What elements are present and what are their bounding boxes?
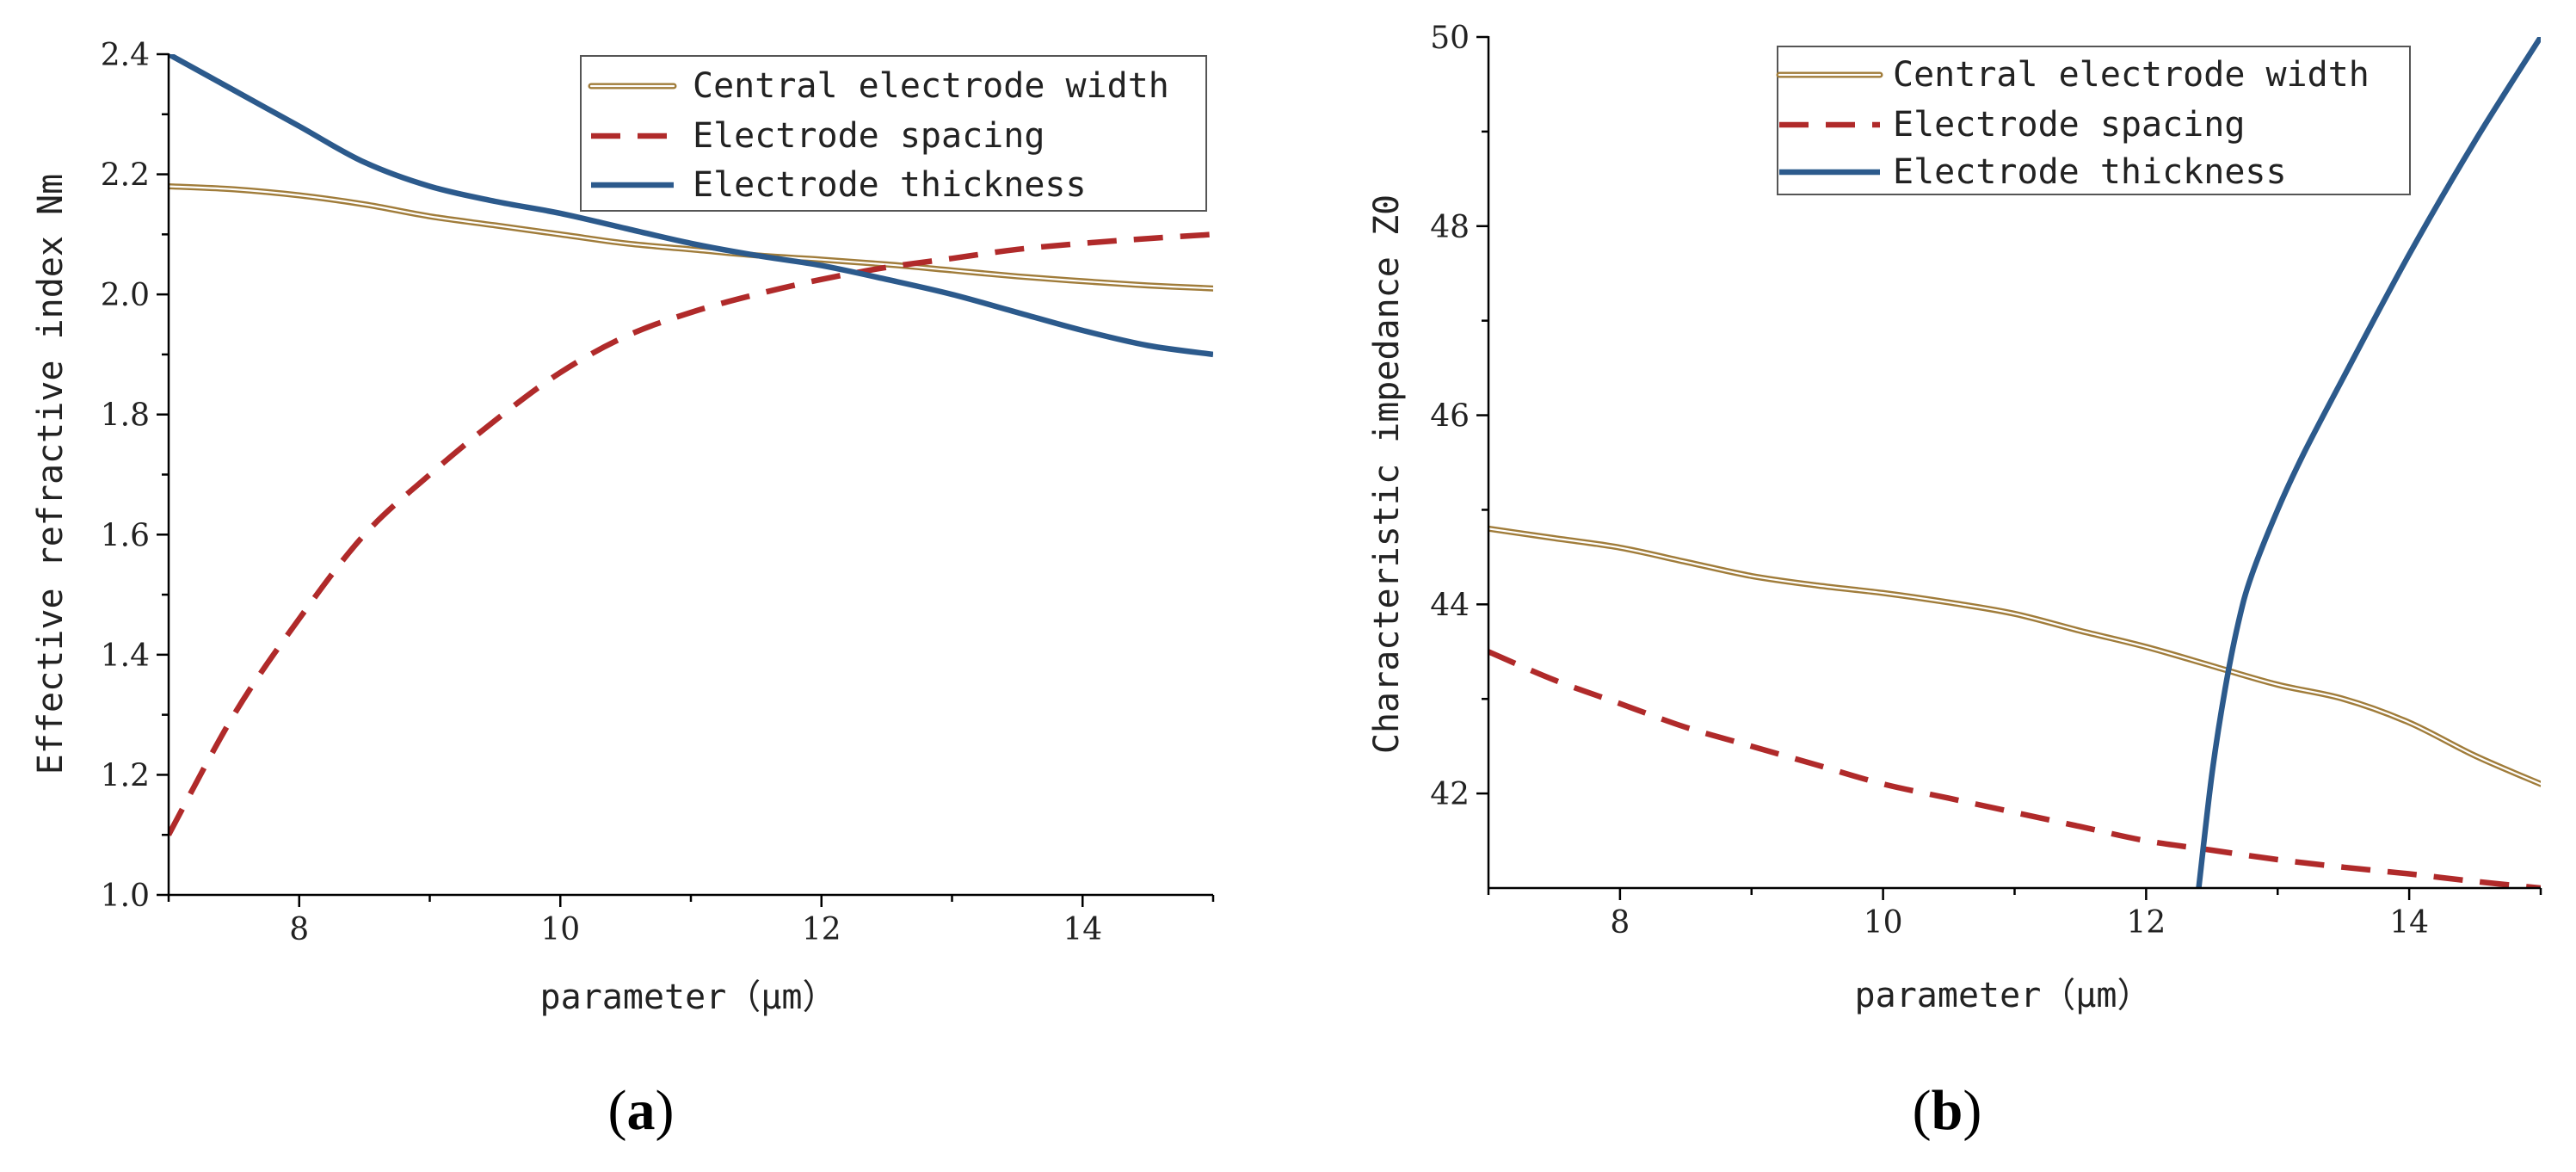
panel-a-series-group [169,54,1213,836]
panel-a-x-tick-label: 14 [1063,912,1102,947]
panel-a-legend-label-1: Central electrode width [693,66,1169,106]
panel-b-x-tick-label: 10 [1864,905,1903,941]
chart-panel-b: 8 10 12 14 42 44 46 48 50 parameter（μm） Characteri… [1367,21,2542,1142]
panel-a-y-axis-label: Effective refractive index Nm [31,174,71,774]
panel-a-y-tick-label: 1.2 [101,758,150,793]
panel-b-series-1-line [1488,525,2541,787]
panel-a-legend-label-3: Electrode thickness [693,165,1087,205]
panel-a-x-tick-label: 12 [802,912,841,947]
panel-b-series-2-line [1488,649,2541,888]
panel-a-series-3-line [169,54,1213,358]
panel-b-y-tick-label: 46 [1430,399,1470,435]
panel-b-legend-label-1: Central electrode width [1893,55,2370,95]
panel-a-series-2-line [169,231,1213,836]
panel-a-x-tick-label: 10 [540,912,580,947]
panel-b-x-tick-label: 12 [2126,905,2166,941]
panel-b-legend: Central electrode width Electrode spacing… [1776,46,2411,195]
panel-a-y-tick-label: 2.4 [101,38,150,73]
panel-a-y-tick-label: 1.0 [101,879,150,914]
panel-a-legend-label-2: Electrode spacing [693,116,1045,156]
panel-a-legend: Central electrode width Electrode spacing… [580,55,1207,212]
panel-b-series-group [1488,37,2541,888]
panel-a-y-tick-label: 1.6 [101,518,150,553]
panel-a-y-tick-label: 2.2 [101,158,150,194]
panel-b-y-axis-label: Characteristic impedance Z0 [1367,194,1407,754]
panel-b-legend-box [1777,46,2411,195]
panel-a-x-axis-label: parameter（μm） [540,978,837,1017]
panel-a-legend-box [580,55,1207,212]
panel-b-series-3-line [2196,37,2541,888]
panel-b-x-axis-label: parameter（μm） [1855,976,2152,1015]
panel-a-y-tick-label: 1.4 [101,638,150,674]
panel-a-caption-label: (a) [608,1079,675,1142]
panel-b-legend-label-2: Electrode spacing [1893,105,2245,145]
chart-panel-a: 8 10 12 14 1.0 1.2 1.4 1.6 1.8 2.0 2.2 2.4 parameter… [31,38,1215,1142]
panel-b-y-tick-label: 44 [1430,588,1470,623]
panel-b-x-tick-label: 8 [1610,905,1630,941]
panel-b-y-tick-label: 42 [1430,777,1470,812]
panel-b-caption-label: (b) [1913,1079,1982,1142]
panel-b-y-tick-label: 50 [1430,21,1470,56]
panel-a-x-tick-label: 8 [289,912,309,947]
panel-b-legend-label-3: Electrode thickness [1893,152,2287,192]
panel-b-x-tick-label: 14 [2389,905,2429,941]
panel-a-series-1-line [169,183,1213,292]
panel-a-y-tick-label: 1.8 [101,398,150,434]
panel-a-y-tick-label: 2.0 [101,278,150,313]
panel-b-y-tick-label: 48 [1430,210,1470,245]
